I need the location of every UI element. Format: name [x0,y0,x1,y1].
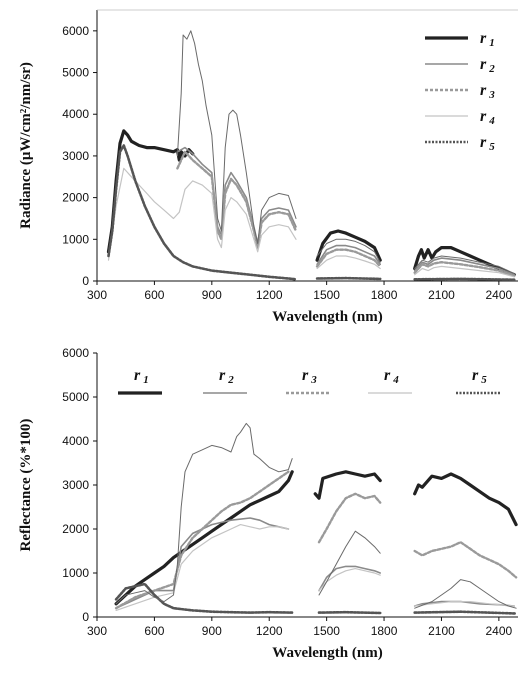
series-line-r3 [315,248,382,268]
series-line-r3 [413,261,516,278]
y-axis-label: Radiance (μW/cm²/nm/sr) [18,62,34,229]
series-line-r1 [413,246,516,277]
y-tick-label: 3000 [62,149,89,163]
series-line-r1 [313,470,382,500]
legend-label-subscript: 1 [489,37,495,49]
legend-label-subscript: 3 [488,89,495,101]
series-line-r4 [107,167,297,261]
series-line-r5 [317,610,382,615]
y-tick-label: 0 [82,274,89,288]
series-line-r2 [115,517,290,609]
y-tick-label: 1000 [62,232,89,246]
y-tick-label: 3000 [62,478,89,492]
legend-label-subscript: 4 [392,374,399,386]
series-line-r5 [114,582,294,614]
series-line-r1 [114,470,294,606]
y-tick-label: 4000 [62,107,89,121]
x-tick-label: 300 [87,288,107,302]
series-line-r1 [413,472,518,527]
x-tick-label: 300 [87,624,107,638]
x-tick-label: 900 [202,288,222,302]
legend-label-subscript: 2 [488,63,495,75]
reflectance-chart: 300 600 900 1200 1500 1800 2100 240001000200030… [18,346,518,661]
y-tick-label: 0 [82,610,89,624]
radiance-chart: 300 600 900 1200 1500 1800 2100 240001000200030… [18,9,518,325]
x-tick-label: 1800 [371,624,398,638]
x-tick-label: 1500 [313,288,340,302]
series-line-unlabeled [414,255,515,274]
y-tick-label: 1000 [62,566,89,580]
legend-label-subscript: 1 [143,374,149,386]
x-tick-label: 2400 [486,288,513,302]
x-tick-label: 2100 [428,624,455,638]
x-tick-label: 900 [202,624,222,638]
series-line-unlabeled [115,422,293,605]
series-line-r4 [115,524,289,611]
x-tick-label: 2400 [486,624,513,638]
series-line-r4 [316,255,381,270]
x-tick-label: 1200 [256,288,283,302]
x-tick-label: 2100 [428,288,455,302]
series-line-r2 [318,565,381,592]
x-tick-label: 600 [144,288,164,302]
y-axis-label: Reflectance (%*100) [18,419,34,552]
legend-label-subscript: 5 [481,374,487,386]
series-line-unlabeled [318,530,381,596]
x-axis-label: Wavelength (nm) [272,309,382,325]
series-line-unlabeled [176,30,297,244]
legend-label-subscript: 4 [488,115,495,127]
series-line-r3 [317,492,382,544]
x-tick-label: 1200 [256,624,283,638]
legend-label-subscript: 5 [489,141,495,153]
series-line-unlabeled [316,238,381,263]
y-tick-label: 5000 [62,66,89,80]
series-line-r1 [315,229,382,262]
series-line-r2 [413,257,515,276]
legend-label-subscript: 2 [227,374,234,386]
series-line-r2 [316,244,381,266]
x-tick-label: 600 [144,624,164,638]
y-tick-label: 2000 [62,522,89,536]
y-tick-label: 6000 [62,24,89,38]
y-tick-label: 6000 [62,346,89,360]
series-line-r3 [413,541,518,579]
series-line-r4 [318,568,381,592]
series-line-unlabeled [414,579,517,609]
y-tick-label: 4000 [62,434,89,448]
series-line-r2 [176,146,297,245]
x-tick-label: 1500 [313,624,340,638]
series-line-r1 [106,129,195,254]
series-line-r4 [414,601,515,607]
x-axis-label: Wavelength (nm) [272,645,382,661]
series-line-r3 [176,150,298,249]
legend-label-subscript: 3 [310,374,317,386]
series-line-r5 [413,277,516,281]
y-tick-label: 2000 [62,191,89,205]
series-line-r3 [114,470,290,610]
series-line-r5 [315,276,382,281]
series-line-r5 [107,144,298,281]
series-line-r5 [413,610,518,615]
series-line-r4 [414,265,515,278]
y-tick-label: 5000 [62,390,89,404]
x-tick-label: 1800 [371,288,398,302]
